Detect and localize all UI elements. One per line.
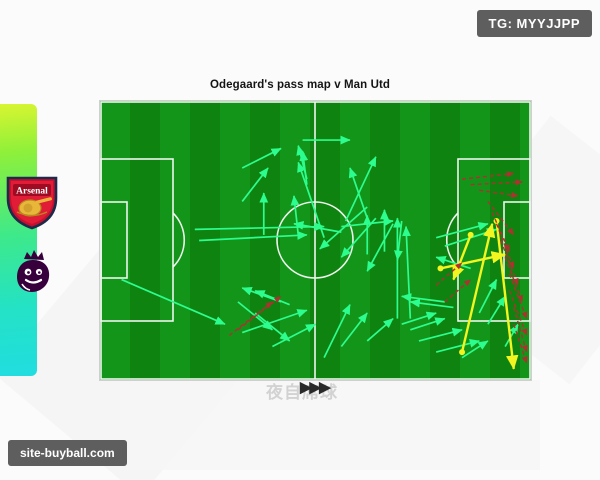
pass-arrow bbox=[366, 223, 394, 272]
pass-arrow bbox=[504, 323, 519, 347]
pass-arrow bbox=[290, 195, 300, 236]
pass-arrow bbox=[461, 171, 515, 180]
pass-arrow bbox=[228, 301, 273, 336]
pass-origin-dot bbox=[467, 231, 474, 238]
pass-arrow bbox=[435, 339, 480, 353]
pass-arrow bbox=[479, 189, 519, 198]
pass-arrow bbox=[340, 312, 368, 348]
pass-arrow bbox=[504, 256, 524, 303]
pass-arrow bbox=[237, 295, 282, 331]
pass-map-svg bbox=[100, 101, 531, 380]
pass-arrow bbox=[241, 167, 269, 202]
pass-arrow bbox=[444, 279, 472, 303]
background-shape bbox=[120, 380, 540, 470]
pass-arrow bbox=[254, 289, 290, 306]
pass-map-pitch bbox=[100, 101, 531, 380]
arsenal-crest-icon: Arsenal bbox=[6, 176, 58, 230]
pass-arrow bbox=[508, 273, 528, 319]
pass-arrow bbox=[508, 290, 528, 336]
pass-arrow bbox=[470, 179, 523, 186]
pass-arrow bbox=[409, 298, 454, 309]
pass-arrows-layer bbox=[121, 135, 528, 370]
pass-arrow bbox=[495, 223, 515, 269]
page-title: Odegaard's pass map v Man Utd bbox=[209, 79, 391, 91]
weibo-watermark: 夜自席球 bbox=[266, 382, 338, 402]
pass-arrow bbox=[401, 311, 437, 326]
pitch-markings bbox=[100, 101, 531, 380]
pass-arrow bbox=[241, 147, 282, 169]
pass-arrow bbox=[194, 222, 325, 232]
crest-wordmark: Arsenal bbox=[16, 187, 48, 197]
pass-arrow bbox=[491, 212, 511, 252]
pass-arrow bbox=[401, 293, 445, 303]
pass-arrow bbox=[461, 340, 489, 359]
pass-arrow bbox=[323, 304, 351, 359]
pass-arrow bbox=[513, 307, 528, 353]
premier-league-lion-icon bbox=[17, 250, 50, 292]
pass-arrow bbox=[366, 317, 394, 342]
telegram-tag-badge: TG: MYYJJPP bbox=[476, 10, 592, 37]
pass-arrow bbox=[435, 255, 471, 270]
pass-arrow bbox=[500, 240, 519, 286]
play-forward-icon: ▶▶▶ bbox=[300, 379, 331, 396]
pass-arrow bbox=[344, 156, 377, 222]
brand-sidebar bbox=[0, 104, 37, 376]
pass-arrow bbox=[435, 221, 489, 239]
pass-arrow bbox=[460, 222, 496, 353]
pass-arrow bbox=[487, 201, 515, 236]
pass-arrow bbox=[478, 278, 498, 314]
pass-arrow bbox=[199, 230, 308, 242]
pass-arrow bbox=[495, 220, 519, 370]
pass-arrow bbox=[272, 323, 317, 348]
pass-arrow bbox=[293, 221, 342, 233]
pass-arrow bbox=[410, 317, 446, 331]
pass-arrow bbox=[241, 286, 282, 303]
pass-arrow bbox=[440, 251, 507, 270]
site-tag-badge: site-buyball.com bbox=[8, 440, 127, 466]
pass-arrow bbox=[254, 312, 291, 342]
pass-arrow bbox=[402, 225, 412, 319]
pass-origin-dot bbox=[459, 349, 466, 356]
pass-arrow bbox=[452, 234, 472, 281]
pass-arrow bbox=[241, 309, 308, 334]
pass-origin-dot bbox=[437, 265, 444, 272]
pass-arrow bbox=[121, 278, 226, 325]
pass-arrow bbox=[435, 262, 463, 286]
pass-arrow bbox=[319, 206, 368, 250]
pass-arrow bbox=[487, 295, 506, 325]
pass-arrow bbox=[418, 327, 463, 342]
pass-arrow bbox=[348, 167, 369, 219]
